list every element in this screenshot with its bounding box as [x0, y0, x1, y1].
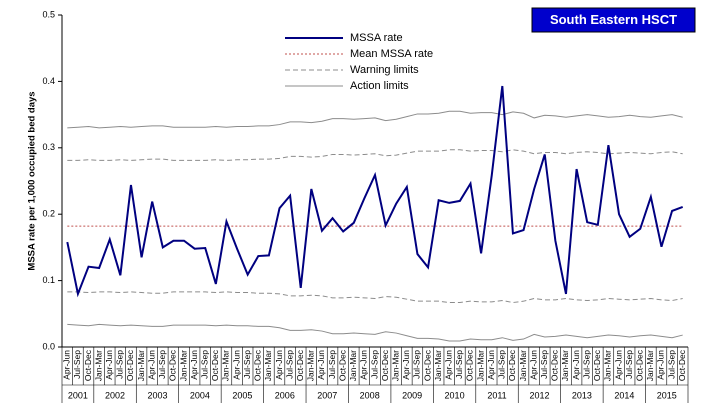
year-label: 2006 [275, 390, 295, 400]
year-label: 2013 [572, 390, 592, 400]
y-tick-label: 0.1 [42, 275, 55, 285]
x-tick-label: Apr-Jun [146, 350, 156, 380]
year-label: 2004 [190, 390, 210, 400]
x-tick-label: Apr-Jun [444, 350, 454, 380]
year-label: 2015 [657, 390, 677, 400]
year-label: 2010 [445, 390, 465, 400]
year-label: 2005 [232, 390, 252, 400]
series-line [67, 291, 683, 304]
chart-title: South Eastern HSCT [550, 12, 677, 27]
series-line [67, 149, 683, 161]
series-line [67, 110, 683, 129]
x-tick-label: Apr-Jun [316, 350, 326, 380]
x-tick-label: Apr-Jun [401, 350, 411, 380]
x-tick-label: Jul-Sep [581, 350, 591, 379]
x-tick-label: Oct-Dec [465, 349, 475, 381]
series-line [66, 85, 684, 298]
x-tick-label: Apr-Jun [359, 350, 369, 380]
x-tick-label: Oct-Dec [677, 349, 687, 381]
x-tick-label: Jan-Mar [433, 350, 443, 381]
year-label: 2001 [68, 390, 88, 400]
y-tick-label: 0.5 [42, 9, 55, 19]
x-tick-label: Jul-Sep [666, 350, 676, 379]
x-tick-label: Jan-Mar [221, 350, 231, 381]
x-tick-label: Apr-Jun [486, 350, 496, 380]
x-tick-label: Oct-Dec [295, 349, 305, 381]
legend-label: Action limits [350, 80, 409, 92]
x-tick-label: Jul-Sep [72, 350, 82, 379]
year-label: 2008 [360, 390, 380, 400]
x-tick-label: Apr-Jun [571, 350, 581, 380]
x-tick-label: Oct-Dec [253, 349, 263, 381]
y-tick-label: 0.2 [42, 209, 55, 219]
x-tick-label: Oct-Dec [337, 349, 347, 381]
series-line [67, 323, 683, 342]
x-tick-label: Jan-Mar [263, 350, 273, 381]
x-tick-label: Jul-Sep [624, 350, 634, 379]
title-box [531, 7, 696, 33]
x-tick-label: Oct-Dec [125, 349, 135, 381]
x-tick-label: Apr-Jun [62, 350, 72, 380]
x-tick-label: Jan-Mar [390, 350, 400, 381]
year-label: 2007 [317, 390, 337, 400]
year-label: 2014 [614, 390, 634, 400]
x-tick-label: Jan-Mar [518, 350, 528, 381]
x-tick-label: Oct-Dec [83, 349, 93, 381]
x-tick-label: Oct-Dec [422, 349, 432, 381]
x-tick-label: Jan-Mar [645, 350, 655, 381]
x-tick-label: Jan-Mar [348, 350, 358, 381]
x-tick-label: Oct-Dec [507, 349, 517, 381]
x-tick-label: Jan-Mar [475, 350, 485, 381]
x-tick-label: Jan-Mar [93, 350, 103, 381]
x-tick-label: Apr-Jun [231, 350, 241, 380]
x-tick-label: Jul-Sep [369, 350, 379, 379]
x-tick-label: Oct-Dec [635, 349, 645, 381]
x-tick-label: Oct-Dec [210, 349, 220, 381]
x-tick-label: Apr-Jun [274, 350, 284, 380]
y-axis-title: MSSA rate per 1,000 occupied bed days [27, 91, 38, 270]
x-tick-label: Jan-Mar [603, 350, 613, 381]
x-tick-label: Jul-Sep [157, 350, 167, 379]
x-tick-label: Jul-Sep [327, 350, 337, 379]
x-tick-label: Oct-Dec [550, 349, 560, 381]
x-tick-label: Jul-Sep [497, 350, 507, 379]
x-tick-label: Apr-Jun [104, 350, 114, 380]
x-tick-label: Jul-Sep [454, 350, 464, 379]
x-tick-label: Apr-Jun [656, 350, 666, 380]
legend-label: Warning limits [350, 64, 419, 76]
x-tick-label: Jul-Sep [284, 350, 294, 379]
legend-label: MSSA rate [350, 32, 403, 44]
x-tick-label: Oct-Dec [380, 349, 390, 381]
x-tick-label: Apr-Jun [613, 350, 623, 380]
x-tick-label: Oct-Dec [592, 349, 602, 381]
x-tick-label: Jan-Mar [560, 350, 570, 381]
year-label: 2012 [529, 390, 549, 400]
x-tick-label: Apr-Jun [189, 350, 199, 380]
year-label: 2009 [402, 390, 422, 400]
legend-label: Mean MSSA rate [350, 48, 433, 60]
year-label: 2003 [147, 390, 167, 400]
x-tick-label: Jul-Sep [242, 350, 252, 379]
x-tick-label: Jul-Sep [412, 350, 422, 379]
year-label: 2002 [105, 390, 125, 400]
x-tick-label: Jan-Mar [306, 350, 316, 381]
x-tick-label: Apr-Jun [528, 350, 538, 380]
x-tick-label: Jan-Mar [136, 350, 146, 381]
y-tick-label: 0.0 [42, 341, 55, 351]
x-tick-label: Jul-Sep [539, 350, 549, 379]
x-tick-label: Jul-Sep [199, 350, 209, 379]
y-tick-label: 0.3 [42, 142, 55, 152]
year-label: 2011 [487, 390, 506, 400]
x-tick-label: Oct-Dec [168, 349, 178, 381]
y-tick-label: 0.4 [42, 76, 55, 86]
x-tick-label: Jan-Mar [178, 350, 188, 381]
x-tick-label: Jul-Sep [115, 350, 125, 379]
